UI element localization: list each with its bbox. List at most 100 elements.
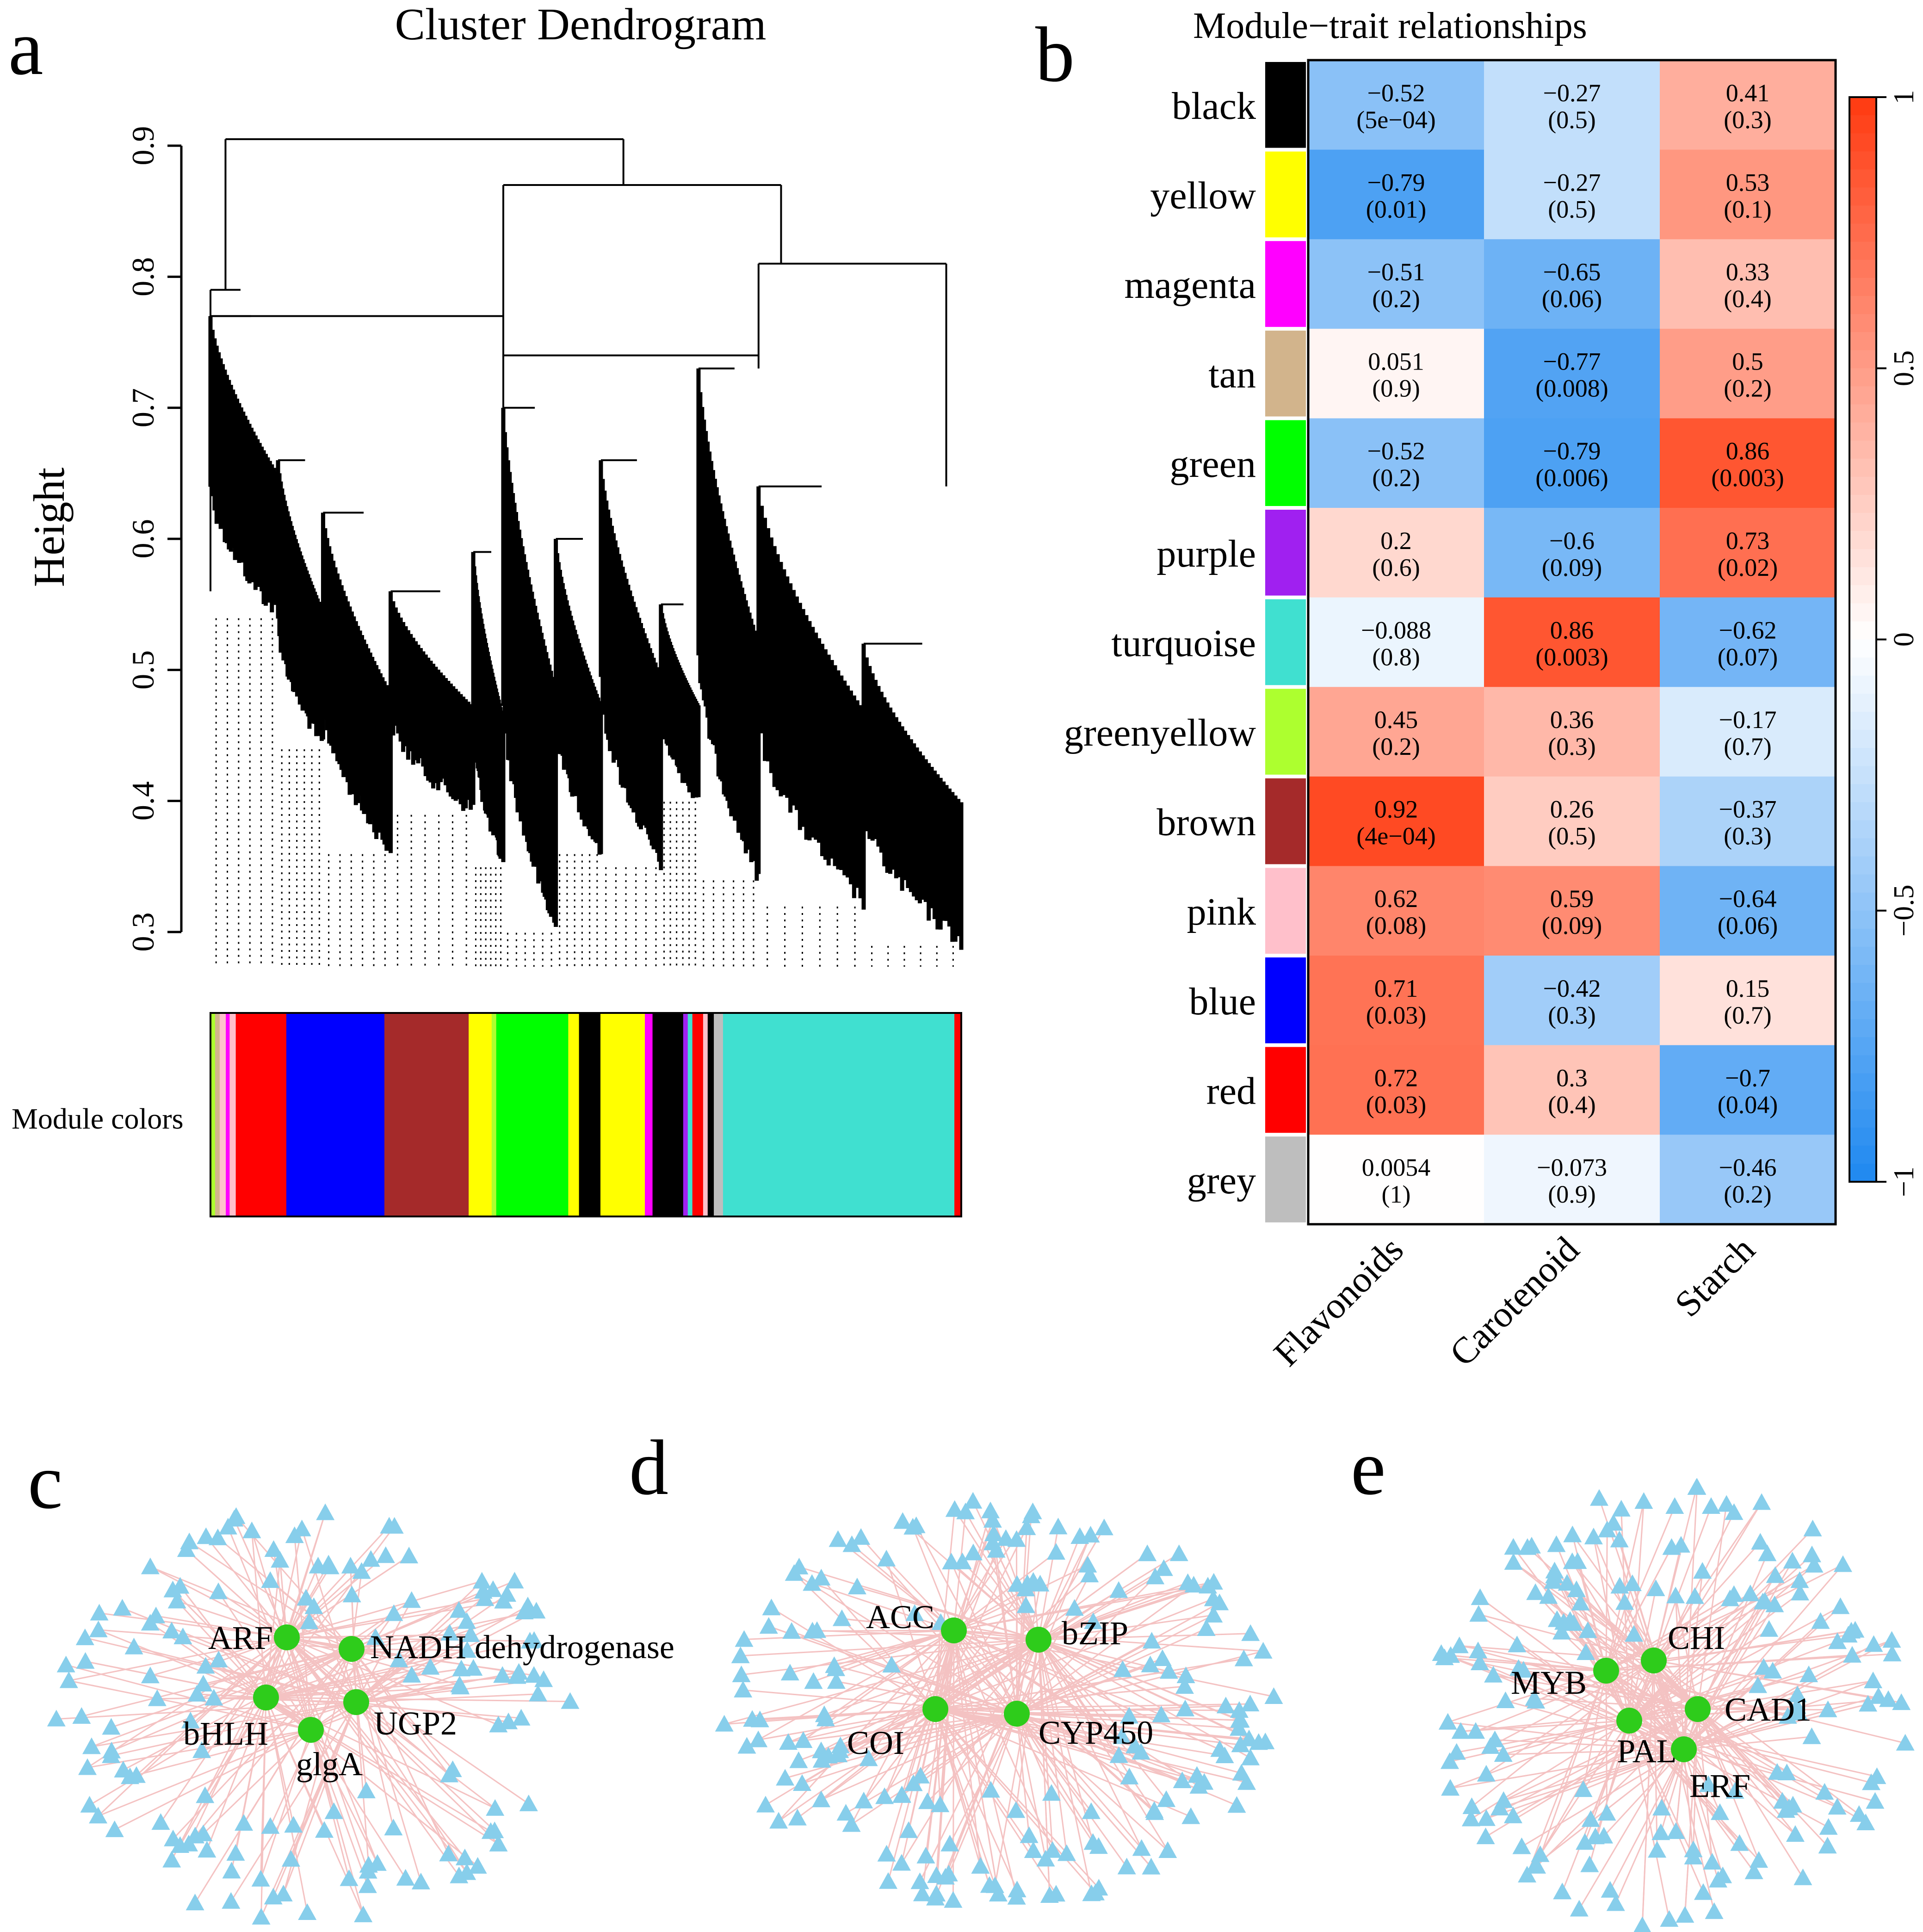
network-edge [1495, 1739, 1684, 1750]
colorbar-step [1849, 259, 1876, 278]
module-segment-magenta [645, 1013, 653, 1216]
network-gene-node [468, 1857, 487, 1874]
network-gene-node [297, 1589, 315, 1606]
network-edge [821, 1639, 1039, 1752]
network-gene-node [956, 1502, 975, 1519]
heat-cell-pvalue: (0.4) [1548, 1091, 1595, 1118]
heat-cell [1308, 776, 1484, 866]
heat-cell-pvalue: (0.008) [1535, 375, 1608, 402]
network-gene-node [905, 1604, 924, 1621]
network-gene-node [222, 1862, 241, 1879]
network-edge [1697, 1709, 1736, 1792]
network-gene-node [804, 1672, 823, 1689]
network-gene-node [75, 1628, 94, 1645]
network-gene-node [1553, 1883, 1572, 1900]
network-gene-node [964, 1492, 983, 1509]
network-edge [355, 1702, 370, 1865]
network-hub-node [1026, 1627, 1051, 1653]
network-gene-node [464, 1659, 483, 1676]
heat-cell [1484, 1135, 1660, 1225]
dendrogram-title: Cluster Dendrogram [395, 0, 767, 49]
network-edge [1697, 1709, 1804, 1878]
network-hub-node [1641, 1648, 1667, 1673]
module-segment-pink [219, 1013, 226, 1216]
network-gene-node [1157, 1790, 1176, 1807]
network-gene-node [1818, 1700, 1837, 1717]
heat-cell-pvalue: (0.2) [1372, 464, 1420, 492]
network-gene-node [1787, 1697, 1806, 1714]
network-gene-node [235, 1814, 254, 1831]
network-gene-node [1571, 1593, 1590, 1611]
network-gene-node [450, 1601, 469, 1618]
network-gene-node [1241, 1748, 1260, 1765]
network-gene-node [505, 1572, 524, 1589]
network-gene-node [285, 1526, 304, 1543]
heat-cell-corr: −0.64 [1719, 885, 1777, 913]
network-gene-node [1666, 1586, 1685, 1604]
network-edge [351, 1648, 422, 1883]
network-edge [835, 1630, 954, 1670]
network-gene-node [529, 1685, 548, 1702]
network-hub-node [922, 1696, 948, 1722]
module-segment-greenyellow [210, 1013, 216, 1216]
network-gene-node [1802, 1727, 1821, 1744]
network-gene-node [749, 1730, 768, 1747]
heat-cell [1308, 597, 1484, 687]
network-edge [1038, 1639, 1143, 1849]
heat-cell-pvalue: (0.2) [1372, 285, 1420, 313]
heat-cell-corr: 0.72 [1374, 1064, 1418, 1092]
network-edge [1576, 1589, 1699, 1710]
network-edge [1479, 1662, 1684, 1750]
network-edge [1553, 1575, 1630, 1721]
colorbar-step [1849, 711, 1876, 730]
network-gene-node [1786, 1825, 1805, 1842]
network-edge [1038, 1639, 1053, 1851]
colorbar-step [1849, 928, 1876, 947]
network-gene-node [743, 1710, 762, 1727]
network-gene-node [194, 1824, 213, 1841]
colorbar-step [1849, 241, 1876, 260]
network-panel-d: ACC bZIP COI CYP450 [715, 1492, 1283, 1908]
network-gene-node [458, 1612, 476, 1629]
network-gene-node [769, 1812, 788, 1829]
network-gene-node [1477, 1765, 1496, 1782]
network-gene-node [1563, 1525, 1582, 1543]
network-gene-node [1744, 1862, 1763, 1879]
colorbar-step [1849, 983, 1876, 1002]
module-segment-grey [714, 1013, 723, 1216]
network-gene-node [1701, 1497, 1720, 1514]
network-edge [1583, 1748, 1684, 1790]
network-gene-node [1484, 1666, 1503, 1683]
network-gene-node [82, 1737, 101, 1754]
network-gene-node [102, 1746, 121, 1763]
network-gene-node [162, 1622, 181, 1639]
network-gene-node [1438, 1713, 1457, 1730]
network-gene-node [366, 1628, 385, 1645]
network-edge [356, 1672, 519, 1703]
network-gene-node [1083, 1833, 1102, 1850]
network-edge [857, 1586, 1039, 1641]
network-gene-node [261, 1571, 280, 1588]
row-label-yellow: yellow [1150, 174, 1256, 217]
network-edge [989, 1510, 1039, 1640]
network-edge [939, 1630, 955, 1805]
network-edge [821, 1713, 1017, 1752]
network-edge [227, 1526, 312, 1730]
network-gene-node [1586, 1827, 1605, 1845]
colorbar-step [1849, 404, 1876, 423]
network-edge [286, 1525, 390, 1638]
colorbar-step [1849, 223, 1876, 242]
heat-cell-corr: 0.26 [1550, 796, 1594, 823]
network-edge [1038, 1527, 1105, 1640]
network-gene-node [1152, 1705, 1171, 1722]
network-edge [356, 1605, 528, 1703]
network-gene-node [251, 1870, 270, 1887]
heat-cell [1308, 239, 1484, 329]
heat-cell-corr: −0.37 [1719, 796, 1777, 823]
network-gene-node [439, 1845, 458, 1862]
network-edge [1583, 1670, 1607, 1790]
heat-cell-corr: −0.27 [1543, 79, 1601, 107]
network-edge [1518, 1667, 1607, 1672]
network-gene-node [1476, 1827, 1495, 1845]
colorbar-step [1849, 314, 1876, 333]
